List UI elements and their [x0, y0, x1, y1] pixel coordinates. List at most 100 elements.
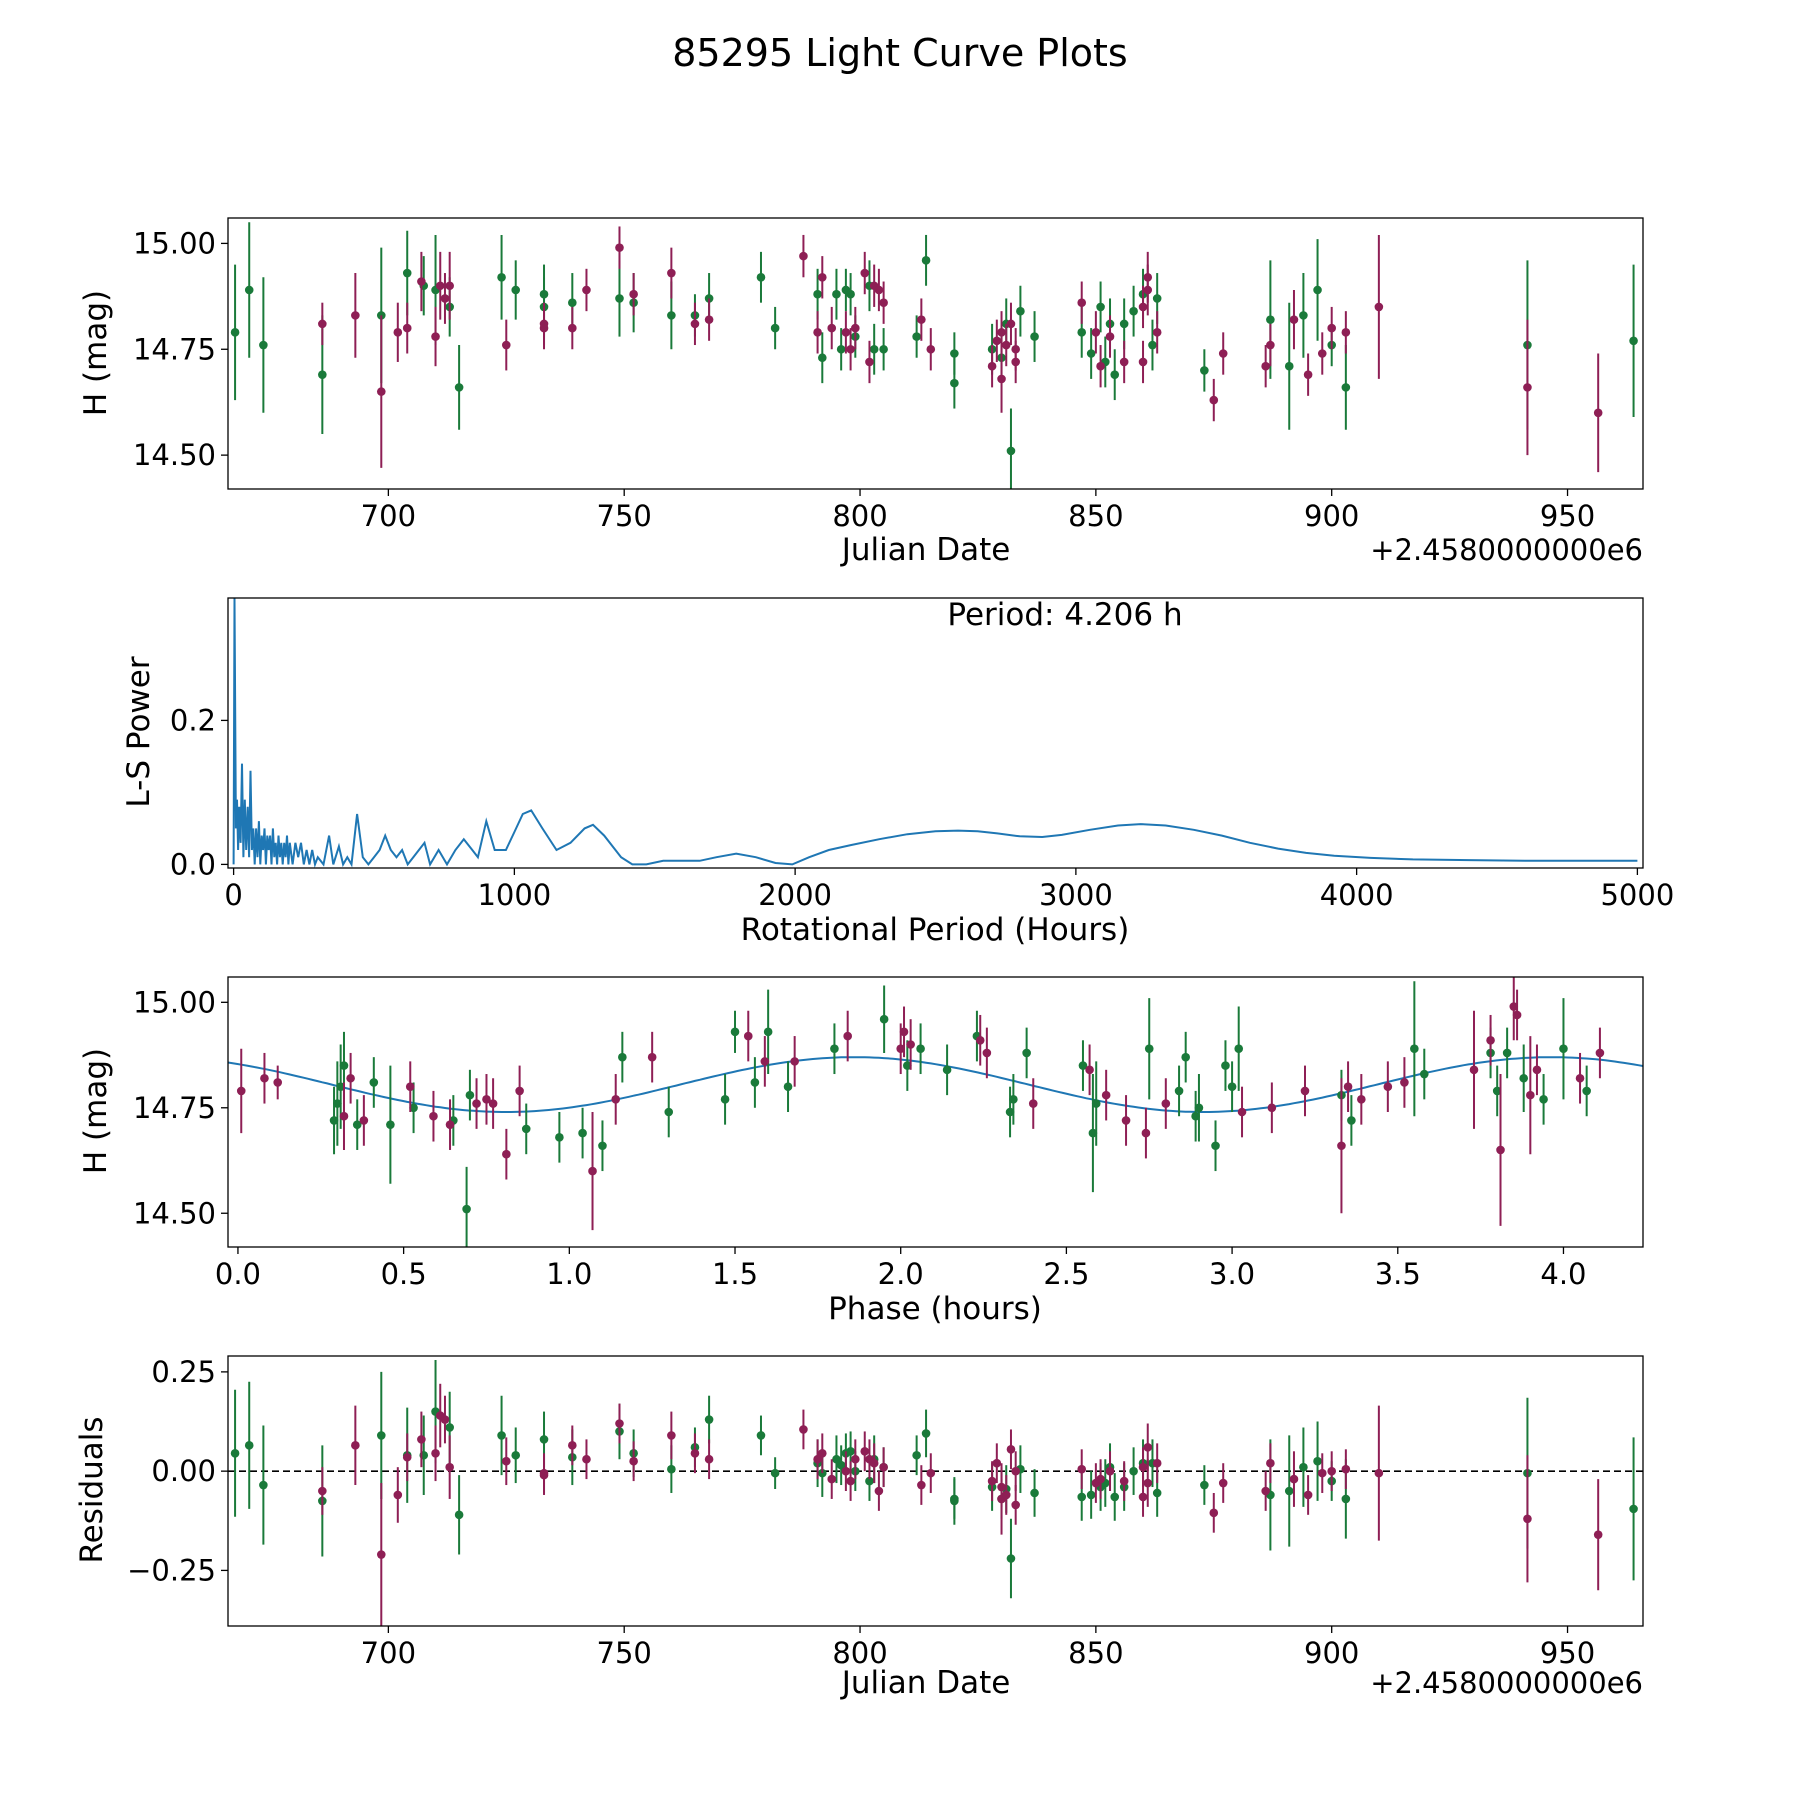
phased-magenta-point	[647, 1052, 657, 1062]
phased-magenta-point	[588, 1166, 597, 1176]
phased-x-tick-label: 2.5	[1043, 1257, 1089, 1291]
residuals-magenta-point	[704, 1454, 714, 1464]
lightcurve-green-point	[1629, 336, 1638, 346]
phased-green-point	[730, 1027, 740, 1037]
phased-plot-area	[227, 976, 1644, 1248]
phased-green-point	[1091, 1099, 1101, 1108]
lightcurve-green-point	[615, 294, 624, 303]
lightcurve-magenta-point	[1011, 357, 1020, 367]
lightcurve-magenta-point	[1138, 357, 1148, 367]
lightcurve-green-point	[568, 298, 577, 307]
residuals-green-point	[511, 1450, 521, 1460]
phased-magenta-point	[405, 1082, 415, 1091]
residuals-plot-area	[227, 1355, 1644, 1627]
phased-magenta-point	[1595, 1048, 1605, 1058]
lightcurve-green-point	[1266, 315, 1275, 324]
residuals-magenta-point	[582, 1454, 591, 1464]
periodogram-y-tick-label: 0.0	[170, 847, 216, 881]
phased-magenta-point	[1400, 1078, 1409, 1087]
lightcurve-green-point	[818, 353, 827, 363]
residuals-green-point	[244, 1441, 254, 1450]
phased-green-point	[555, 1133, 564, 1142]
phased-green-point	[903, 1061, 912, 1070]
phased-green-point	[1419, 1069, 1429, 1079]
residuals-magenta-point	[501, 1456, 511, 1466]
lightcurve-magenta-point	[435, 281, 445, 291]
residuals-x-tick-label: 750	[597, 1636, 652, 1670]
residuals-magenta-point	[445, 1462, 454, 1472]
residuals-green-point	[1006, 1554, 1016, 1563]
phased-magenta-point	[1161, 1099, 1171, 1108]
residuals-magenta-point	[1077, 1464, 1087, 1474]
periodogram-y-tick-label: 0.2	[170, 703, 216, 737]
residuals-green-point	[497, 1431, 506, 1440]
lightcurve-magenta-point	[351, 311, 360, 320]
periodogram-x-tick-label: 5000	[1600, 878, 1674, 912]
lightcurve-green-point	[230, 328, 240, 337]
residuals-x-tick-label: 700	[361, 1636, 416, 1670]
lightcurve-x-tick-label: 750	[597, 499, 652, 533]
phased-green-point	[339, 1061, 349, 1070]
lightcurve-green-point	[1077, 328, 1087, 337]
residuals-magenta-point	[417, 1435, 426, 1444]
lightcurve-magenta-point	[1266, 340, 1275, 350]
residuals-magenta-point	[987, 1476, 997, 1486]
residuals-magenta-point	[615, 1419, 624, 1428]
residuals-green-point	[1030, 1488, 1039, 1498]
figure-title: 85295 Light Curve Plots	[672, 31, 1127, 75]
phased-green-point	[462, 1204, 471, 1214]
lightcurve-magenta-point	[582, 285, 591, 295]
lightcurve-magenta-point	[851, 323, 860, 333]
lightcurve-x-tick-label: 900	[1304, 499, 1359, 533]
phased-green-point	[1347, 1116, 1356, 1125]
phased-green-point	[1005, 1107, 1015, 1117]
lightcurve-green-point	[259, 340, 268, 350]
residuals-green-point	[1341, 1494, 1351, 1504]
phased-magenta-point	[1343, 1082, 1353, 1091]
lightcurve-magenta-point	[1091, 328, 1101, 337]
phased-green-point	[598, 1141, 607, 1151]
lightcurve-magenta-point	[393, 328, 403, 337]
residuals-magenta-point	[1143, 1443, 1153, 1452]
lightcurve-magenta-point	[667, 268, 676, 278]
lightcurve-green-point	[244, 285, 254, 295]
residuals-panel: 700 750 800 850 900 950 −0.25 0.00 0.25 Julian D…	[74, 1355, 1644, 1701]
lightcurve-green-point	[879, 344, 888, 354]
phased-green-point	[763, 1027, 773, 1037]
lightcurve-x-tick-label: 950	[1540, 499, 1595, 533]
residuals-magenta-point	[818, 1448, 827, 1458]
residuals-magenta-point	[813, 1454, 822, 1464]
phased-green-point	[664, 1107, 674, 1117]
phased-green-point	[916, 1044, 925, 1054]
lightcurve-magenta-point	[1001, 340, 1011, 350]
periodogram-x-axis-label: Rotational Period (Hours)	[741, 912, 1130, 948]
lightcurve-green-point	[1110, 370, 1120, 379]
residuals-green-point	[1284, 1486, 1294, 1496]
lightcurve-green-point	[921, 256, 931, 265]
phased-magenta-point	[445, 1120, 455, 1129]
residuals-green-point	[912, 1450, 921, 1460]
phased-magenta-point	[1101, 1090, 1111, 1100]
phased-magenta-point	[429, 1111, 438, 1121]
phased-green-point	[1227, 1082, 1237, 1091]
phased-magenta-point	[1383, 1082, 1393, 1091]
lightcurve-y-tick-label: 14.75	[133, 332, 216, 366]
residuals-series-layer	[228, 1359, 1643, 1626]
residuals-green-point	[1629, 1504, 1638, 1514]
phased-magenta-point	[843, 1031, 852, 1041]
lightcurve-green-point	[836, 344, 846, 354]
lightcurve-panel: 700 750 800 850 900 950 14.50 14.75 15.00 Julian…	[78, 217, 1644, 568]
residuals-magenta-point	[351, 1441, 360, 1450]
residuals-x-tick-label: 850	[1068, 1636, 1123, 1670]
lightcurve-magenta-point	[926, 344, 936, 354]
residuals-green-point	[1299, 1462, 1308, 1472]
residuals-x-tick-label: 800	[832, 1636, 887, 1670]
phased-green-point	[1211, 1141, 1220, 1151]
lightcurve-magenta-point	[846, 344, 855, 354]
lightcurve-magenta-point	[402, 323, 412, 333]
residuals-green-point	[921, 1429, 931, 1438]
lightcurve-magenta-point	[704, 315, 714, 324]
phased-magenta-point	[488, 1099, 498, 1108]
phased-y-tick-label: 15.00	[133, 985, 216, 1019]
periodogram-plot-area	[227, 597, 1644, 869]
